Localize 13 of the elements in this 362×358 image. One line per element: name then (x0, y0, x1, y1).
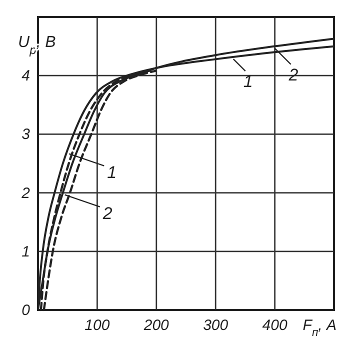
text: 1 (107, 162, 117, 182)
y-tick-label: 2 (20, 184, 31, 202)
y-tick-label: 0 (22, 302, 31, 319)
x-tick-label: 200 (142, 317, 170, 334)
legend-label: 1 (243, 72, 253, 92)
x-axis-title: F$_{п}$, А (302, 317, 337, 339)
text: 2 (102, 204, 112, 223)
y-tick-label: 3 (22, 126, 31, 144)
x-tick-label: 300 (203, 317, 229, 334)
y-tick-label: 4 (22, 68, 30, 85)
x-tick-label: 400 (262, 317, 288, 334)
y-tick-label: 1 (22, 243, 30, 260)
x-tick-label: 100 (84, 317, 110, 334)
